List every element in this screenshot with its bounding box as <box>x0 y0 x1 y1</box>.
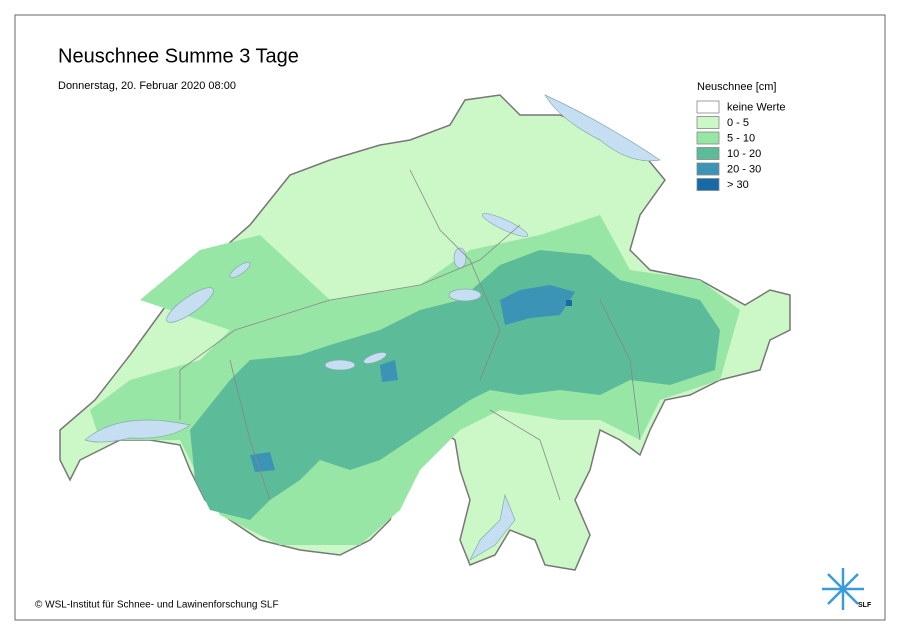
copyright: © WSL-Institut für Schnee- und Lawinenfo… <box>35 600 279 611</box>
legend-title: Neuschnee [cm] <box>697 81 776 93</box>
legend: keine Werte 0 - 5 5 - 10 10 - 20 20 - 30 > 30 <box>696 100 786 191</box>
logo-text: SLF <box>858 602 872 609</box>
region-20-30 <box>250 285 575 472</box>
region-over-30 <box>566 300 572 306</box>
legend-swatch <box>696 178 720 191</box>
legend-swatch <box>696 162 720 176</box>
region-10-20 <box>190 250 720 520</box>
logo <box>822 568 864 610</box>
map <box>59 94 791 571</box>
subtitle: Donnerstag, 20. Februar 2020 08:00 <box>58 80 236 92</box>
legend-swatch <box>696 147 720 160</box>
legend-swatch <box>696 131 720 145</box>
borders <box>179 169 641 501</box>
legend-label: keine Werte <box>727 101 786 113</box>
legend-label: 20 - 30 <box>727 163 761 175</box>
legend-label: 0 - 5 <box>727 117 749 129</box>
lakes <box>84 94 661 561</box>
legend-swatch <box>696 116 720 129</box>
legend-label: 5 - 10 <box>727 132 755 144</box>
legend-swatch <box>696 100 720 114</box>
legend-label: 10 - 20 <box>727 148 761 160</box>
legend-label: > 30 <box>727 179 749 191</box>
title: Neuschnee Summe 3 Tage <box>58 45 299 67</box>
